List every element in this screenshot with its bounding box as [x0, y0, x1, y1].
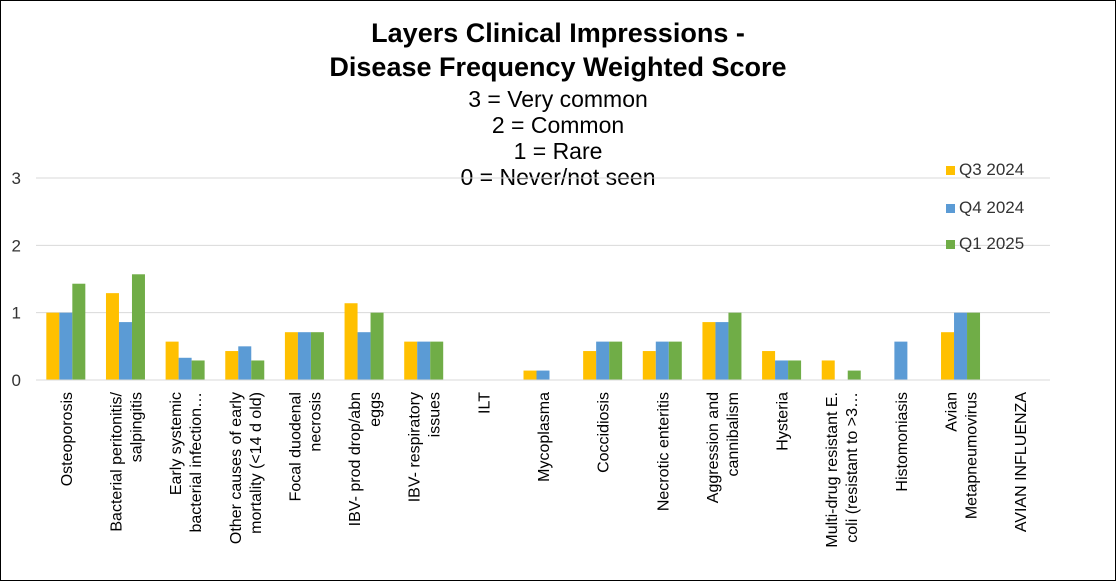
bar-q4-2024-15 [954, 312, 968, 380]
x-category-label-15-1: Metapneumovirus [964, 392, 981, 519]
bar-q3-2024-4 [284, 332, 298, 380]
x-category-label-15-0: Avian [944, 392, 961, 432]
chart-subtitle-line-4: 0 = Never/not seen [460, 164, 656, 190]
x-category-label-6-0: IBV- respiratory [407, 392, 424, 502]
chart-subtitle-line-2: 2 = Common [491, 112, 625, 138]
x-category-label-13-0: Multi-drug resistant E. [824, 392, 841, 548]
bar-q1-2025-0 [72, 283, 86, 380]
bar-q3-2024-12 [762, 351, 776, 380]
x-category-label-9-0: Coccidiosis [596, 392, 613, 473]
bar-q3-2024-3 [225, 351, 239, 380]
legend-label-q1-2025: Q1 2025 [959, 234, 1025, 253]
y-tick-label-3: 3 [12, 169, 21, 188]
bar-q4-2024-6 [417, 341, 431, 380]
x-category-label-5-1: eggs [367, 392, 384, 427]
x-category-label-7-0: ILT [476, 392, 493, 414]
bar-q1-2025-5 [370, 312, 384, 380]
bar-q1-2025-12 [788, 360, 802, 380]
bar-q3-2024-0 [46, 312, 60, 380]
x-category-label-4-1: necrosis [307, 392, 324, 452]
x-category-label-1-0: Bacterial peritonitis/ [108, 391, 125, 531]
bar-q4-2024-3 [238, 346, 252, 380]
bar-q4-2024-5 [357, 332, 371, 380]
bar-q3-2024-5 [344, 303, 358, 380]
x-category-label-13-1: coli (resistant to >3… [844, 392, 861, 543]
x-category-label-4-0: Focal duodenal [287, 392, 304, 501]
x-category-label-16-0: AVIAN INFLUENZA [1013, 392, 1030, 533]
bar-q3-2024-13 [821, 360, 835, 380]
bar-q3-2024-6 [404, 341, 418, 380]
x-category-label-12-0: Hysteria [775, 392, 792, 451]
bar-q4-2024-11 [715, 322, 729, 380]
x-category-label-3-1: mortality (<14 d old) [248, 392, 265, 534]
bar-q1-2025-4 [310, 332, 324, 380]
bar-q1-2025-6 [430, 341, 444, 380]
bar-q3-2024-1 [105, 293, 119, 380]
legend-item-q3-2024: Q3 2024 [946, 160, 1024, 180]
x-category-label-11-1: cannibalism [725, 392, 742, 476]
bar-q1-2025-11 [728, 312, 742, 380]
bar-q4-2024-10 [655, 341, 669, 380]
bar-q4-2024-9 [596, 341, 610, 380]
x-category-label-14-0: Histomoniasis [894, 392, 911, 492]
bar-q3-2024-15 [941, 332, 955, 380]
bar-q3-2024-2 [165, 341, 179, 380]
legend-label-q4-2024: Q4 2024 [959, 198, 1025, 217]
x-category-label-1-1: salpingitis [128, 392, 145, 462]
bar-q1-2025-3 [251, 360, 265, 380]
legend-swatch-q4-2024 [946, 204, 955, 213]
bar-q1-2025-13 [847, 370, 861, 380]
bar-q4-2024-12 [775, 360, 789, 380]
bar-q3-2024-11 [702, 322, 716, 380]
legend-swatch-q3-2024 [946, 166, 955, 175]
x-category-label-2-1: bacterial infection… [188, 392, 205, 533]
x-category-label-0-0: Osteoporosis [59, 392, 76, 486]
bar-q1-2025-2 [191, 360, 205, 380]
bar-q4-2024-4 [297, 332, 311, 380]
bar-q3-2024-8 [523, 370, 537, 380]
legend-swatch-q1-2025 [946, 240, 955, 249]
x-category-label-6-1: issues [427, 392, 444, 437]
legend-item-q4-2024: Q4 2024 [946, 198, 1024, 218]
chart-subtitle-line-3: 1 = Rare [513, 138, 603, 164]
bar-q4-2024-2 [178, 357, 192, 380]
chart-subtitle-line-1: 3 = Very common [468, 86, 648, 112]
bar-q3-2024-10 [642, 351, 656, 380]
x-category-label-5-0: IBV- prod drop/abn [347, 392, 364, 526]
chart-title-line-2: Disease Frequency Weighted Score [329, 52, 787, 82]
bar-q1-2025-15 [967, 312, 981, 380]
bar-q1-2025-10 [668, 341, 682, 380]
y-tick-label-2: 2 [12, 236, 21, 255]
y-tick-label-0: 0 [12, 371, 21, 390]
chart-title-line-1: Layers Clinical Impressions - [371, 18, 745, 48]
bar-q3-2024-9 [583, 351, 597, 380]
bar-q4-2024-0 [59, 312, 73, 380]
legend-label-q3-2024: Q3 2024 [959, 160, 1025, 179]
x-category-label-10-0: Necrotic enteritis [655, 392, 672, 511]
bar-q1-2025-9 [609, 341, 623, 380]
x-category-label-2-0: Early systemic [168, 392, 185, 495]
x-category-label-3-0: Other causes of early [228, 392, 245, 544]
bar-q4-2024-14 [894, 341, 908, 380]
bar-q4-2024-1 [118, 322, 132, 380]
legend-item-q1-2025: Q1 2025 [946, 234, 1024, 254]
bar-q1-2025-1 [131, 274, 145, 380]
x-category-label-11-0: Aggression and [705, 392, 722, 503]
x-category-label-8-0: Mycoplasma [536, 392, 553, 482]
bar-q4-2024-8 [536, 370, 550, 380]
y-tick-label-1: 1 [12, 304, 21, 323]
